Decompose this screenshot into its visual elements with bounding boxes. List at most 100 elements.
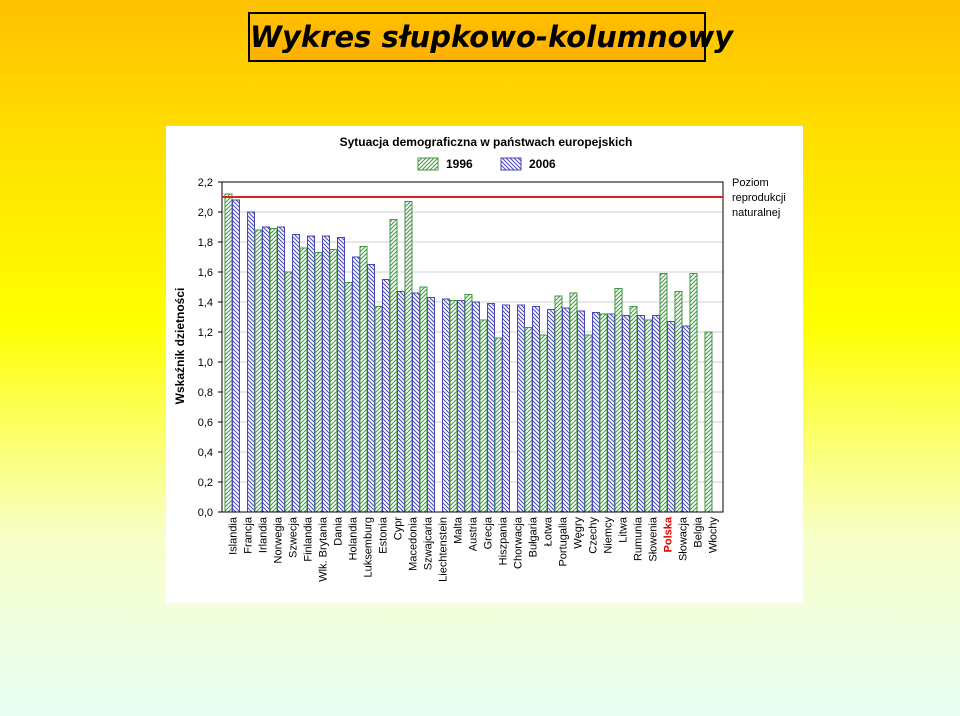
bar-2006-slowenia xyxy=(652,315,660,513)
y-tick-label: 0,0 xyxy=(198,507,213,519)
x-tick-label: Chorwacja xyxy=(513,516,525,569)
bar-1996-estonia xyxy=(374,306,383,513)
bar-1996-malta xyxy=(449,300,458,513)
legend-swatch-2006 xyxy=(500,157,522,171)
bar-1996-finlandia xyxy=(299,247,308,513)
bar-2006-rumunia xyxy=(637,315,645,513)
bar-2006-szwajcaria xyxy=(427,297,435,513)
reference-line-label: Poziom xyxy=(732,177,769,189)
bar-2006-grecja xyxy=(487,303,495,513)
y-axis-title: Wskaźnik dzietności xyxy=(173,288,187,405)
y-tick-label: 2,2 xyxy=(198,177,213,189)
bar-1996-norwegia xyxy=(269,228,278,513)
legend-swatch-1996 xyxy=(417,157,439,171)
bar-1996-luksemburg xyxy=(359,246,368,513)
y-tick-label: 0,6 xyxy=(198,417,213,429)
bar-2006-macedonia xyxy=(412,292,420,513)
x-tick-label: Norwegia xyxy=(273,516,285,563)
bar-2006-cypr xyxy=(397,291,405,513)
bar-2006-norwegia xyxy=(277,226,285,513)
bar-2006-finlandia xyxy=(307,235,315,513)
bar-2006-islandia xyxy=(232,199,240,513)
bar-2006-litwa xyxy=(622,315,630,513)
x-tick-label: Łotwa xyxy=(543,516,555,546)
bar-2006-luksemburg xyxy=(367,264,375,513)
bar-1996-cypr xyxy=(389,219,398,513)
bar-1996-wlk-brytania xyxy=(314,252,323,513)
bar-1996-bulgaria xyxy=(524,327,533,513)
bar-2006-slowacja xyxy=(682,325,690,513)
bar-1996-wlochy xyxy=(704,331,713,513)
x-tick-label: Estonia xyxy=(378,516,390,554)
y-tick-label: 1,0 xyxy=(198,357,213,369)
bar-1996-szwajcaria xyxy=(419,286,428,513)
bar-1996-hiszpania xyxy=(494,337,503,513)
x-tick-label: Bułgaria xyxy=(528,516,540,557)
x-tick-label: Szwecja xyxy=(288,516,300,558)
bar-1996-irlandia xyxy=(254,229,263,513)
chart-title: Sytuacja demograficzna w państwach europ… xyxy=(340,135,633,149)
x-tick-label: Słowacja xyxy=(678,516,690,561)
reference-line-label: naturalnej xyxy=(732,207,780,219)
y-axis: 0,0 0,2 0,4 0,6 0,8 1,0 1,2 1,4 1,6 1,8 2,0 2,2 xyxy=(198,177,222,519)
bar-2006-lotwa xyxy=(547,309,555,513)
y-tick-label: 0,2 xyxy=(198,477,213,489)
bar-2006-wegry xyxy=(577,310,585,513)
reference-line-label: reprodukcji xyxy=(732,192,786,204)
bar-1996-slowenia xyxy=(644,319,653,513)
y-tick-label: 1,8 xyxy=(198,237,213,249)
bar-2006-hiszpania xyxy=(502,304,510,513)
bar-2006-szwecja xyxy=(292,234,300,513)
bar-1996-austria xyxy=(464,294,473,513)
bar-2006-malta xyxy=(457,300,465,513)
x-tick-label: Macedonia xyxy=(408,516,420,571)
x-tick-label: Francja xyxy=(243,516,255,554)
y-tick-label: 0,8 xyxy=(198,387,213,399)
bar-1996-macedonia xyxy=(404,201,413,513)
y-tick-label: 1,2 xyxy=(198,327,213,339)
bar-2006-bulgaria xyxy=(532,306,540,513)
bar-1996-portugalia xyxy=(554,295,563,513)
x-tick-label: Włochy xyxy=(708,517,720,554)
bar-1996-polska xyxy=(659,273,668,513)
bar-2006-polska xyxy=(667,321,675,513)
bar-1996-dania xyxy=(329,249,338,513)
bar-1996-grecja xyxy=(479,319,488,513)
x-tick-label: Polska xyxy=(663,516,675,552)
bar-1996-wegry xyxy=(569,292,578,513)
x-tick-label: Islandia xyxy=(228,516,240,555)
bar-1996-islandia xyxy=(224,193,233,513)
x-tick-label: Słowenia xyxy=(648,516,660,562)
bar-2006-liechtenstein xyxy=(442,298,450,513)
x-tick-label: Malta xyxy=(453,516,465,544)
bar-2006-estonia xyxy=(382,279,390,513)
y-tick-label: 2,0 xyxy=(198,207,213,219)
y-tick-label: 0,4 xyxy=(198,447,213,459)
y-tick-label: 1,6 xyxy=(198,267,213,279)
x-tick-label: Irlandia xyxy=(258,516,270,553)
bar-2006-wlk-brytania xyxy=(322,235,330,513)
plot-frame xyxy=(221,181,724,513)
x-tick-label: Hiszpania xyxy=(498,516,510,565)
slide-title: Wykres słupkowo-kolumnowy xyxy=(248,12,733,62)
x-tick-label: Finlandia xyxy=(303,516,315,562)
x-tick-label: Niemcy xyxy=(603,517,615,554)
legend-label-1996: 1996 xyxy=(446,157,473,171)
bar-2006-dania xyxy=(337,237,345,513)
bar-1996-szwecja xyxy=(284,271,293,513)
x-tick-label: Czechy xyxy=(588,517,600,554)
bar-1996-belgia xyxy=(689,273,698,513)
chart-panel: Sytuacja demograficzna w państwach europ… xyxy=(166,126,803,603)
bar-chart: Sytuacja demograficzna w państwach europ… xyxy=(173,135,786,582)
x-tick-label: Szwajcaria xyxy=(423,516,435,570)
bar-2006-francja xyxy=(247,211,255,513)
legend: 1996 2006 xyxy=(417,157,556,171)
x-tick-label: Luksemburg xyxy=(363,517,375,578)
x-tick-label: Węgry xyxy=(573,517,585,549)
x-axis: Islandia Francja Irlandia Norwegia Szwecja Fi… xyxy=(228,516,720,582)
bar-2006-czechy xyxy=(592,312,600,513)
bar-1996-slowacja xyxy=(674,291,683,513)
bar-1996-niemcy xyxy=(599,313,608,513)
x-tick-label: Wlk. Brytania xyxy=(318,516,330,582)
bar-2006-niemcy xyxy=(607,313,615,513)
